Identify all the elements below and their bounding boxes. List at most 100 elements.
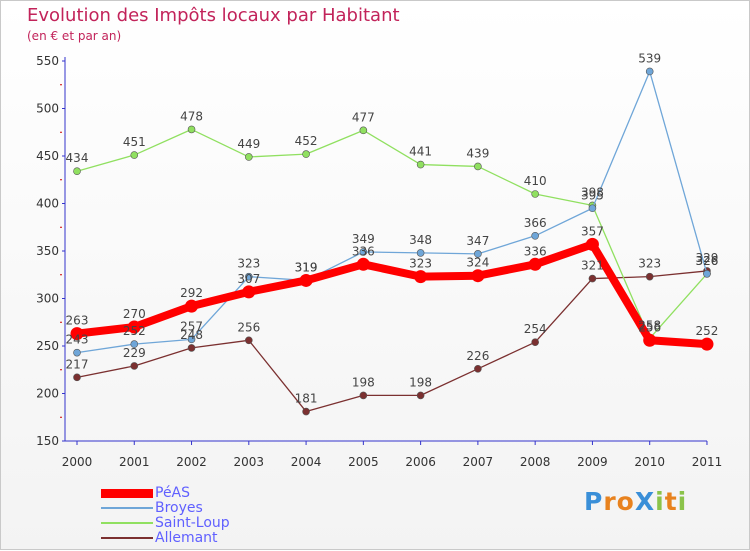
x-tick-label: 2006 xyxy=(405,455,436,469)
data-label: 319 xyxy=(295,260,318,274)
data-label: 263 xyxy=(66,314,89,328)
data-label: 181 xyxy=(295,392,318,406)
logo-letter: o xyxy=(616,487,635,516)
logo-letter: t xyxy=(664,487,678,516)
x-tick-label: 2001 xyxy=(119,455,150,469)
data-point xyxy=(245,336,253,345)
data-point xyxy=(130,340,139,348)
x-tick-label: 2009 xyxy=(577,455,608,469)
data-label: 252 xyxy=(123,324,146,338)
data-label: 252 xyxy=(696,324,719,338)
data-label: 395 xyxy=(581,188,604,202)
data-label: 198 xyxy=(352,375,375,389)
data-label: 451 xyxy=(123,135,146,149)
data-label: 357 xyxy=(581,224,604,238)
x-tick-label: 2004 xyxy=(291,455,322,469)
data-point xyxy=(356,257,370,271)
legend-label: Saint-Loup xyxy=(155,515,230,531)
data-label: 319 xyxy=(295,260,318,274)
data-point xyxy=(531,190,539,198)
data-point xyxy=(645,67,654,76)
data-point xyxy=(703,269,711,278)
logo-letter: X xyxy=(634,487,656,516)
series-line-saint-loup xyxy=(76,128,708,340)
x-tick-label: 2011 xyxy=(692,455,723,469)
data-label: 441 xyxy=(409,145,432,159)
data-point xyxy=(359,248,368,256)
data-point xyxy=(245,153,253,161)
x-tick-label: 2002 xyxy=(176,455,207,469)
data-point xyxy=(531,338,539,347)
data-point xyxy=(73,348,81,357)
data-point xyxy=(73,373,81,382)
data-point xyxy=(359,126,368,135)
data-point xyxy=(302,407,310,416)
data-point xyxy=(299,273,313,287)
legend-swatch xyxy=(101,522,153,524)
data-point xyxy=(474,250,482,258)
logo-letter: i xyxy=(655,487,665,516)
series-labels: 263 270 292 307 319 336 323 324 336 357 256 252 243 2… xyxy=(66,51,719,405)
data-point xyxy=(245,272,253,281)
data-point xyxy=(127,320,141,334)
data-label: 226 xyxy=(466,349,489,363)
legend-swatch xyxy=(101,507,153,509)
legend-swatch xyxy=(101,537,153,539)
logo-letter: r xyxy=(603,487,617,516)
chart-subtitle: (en € et par an) xyxy=(27,29,122,43)
chart-title: Evolution des Impôts locaux par Habitant xyxy=(27,5,400,26)
legend-swatch xyxy=(101,488,153,498)
data-label: 292 xyxy=(180,286,203,300)
data-point xyxy=(70,327,84,341)
data-point xyxy=(416,249,425,257)
data-label: 434 xyxy=(66,151,89,165)
data-point xyxy=(474,162,482,171)
y-tick-label: 200 xyxy=(36,387,59,401)
data-label: 257 xyxy=(180,319,203,333)
data-point xyxy=(528,257,542,271)
data-point xyxy=(359,391,368,400)
data-point xyxy=(643,333,657,347)
series-line-broyes xyxy=(76,70,708,354)
data-label: 256 xyxy=(237,320,260,334)
data-label: 326 xyxy=(696,254,719,268)
data-point xyxy=(585,237,599,251)
data-label: 243 xyxy=(66,333,89,347)
legend-label: Allemant xyxy=(155,530,218,546)
data-label: 248 xyxy=(180,328,203,342)
y-tick-label: 250 xyxy=(36,339,59,353)
data-label: 323 xyxy=(237,257,260,271)
y-tick-label: 350 xyxy=(36,244,59,258)
data-label: 348 xyxy=(409,233,432,247)
data-point xyxy=(302,150,310,158)
x-tick-label: 2003 xyxy=(234,455,265,469)
y-tick-label: 450 xyxy=(36,149,59,163)
data-label: 323 xyxy=(638,257,661,271)
y-tick-label: 150 xyxy=(36,434,59,448)
data-label: 439 xyxy=(466,146,489,160)
data-point xyxy=(588,204,597,213)
legend-label: Broyes xyxy=(155,500,203,516)
data-label: 329 xyxy=(696,251,719,265)
data-point xyxy=(700,337,714,351)
data-point xyxy=(474,364,482,373)
x-tick-label: 2005 xyxy=(348,455,379,469)
data-label: 321 xyxy=(581,259,604,273)
data-label: 270 xyxy=(123,307,146,321)
data-point xyxy=(130,151,139,159)
data-label: 258 xyxy=(638,318,661,332)
data-label: 256 xyxy=(638,320,661,334)
legend-label: PéAS xyxy=(155,485,191,501)
data-point xyxy=(130,362,139,370)
y-tick-label: 500 xyxy=(36,102,59,116)
data-label: 307 xyxy=(237,272,260,286)
data-label: 324 xyxy=(466,256,489,270)
proxiti-logo: ProXiti xyxy=(584,487,687,516)
data-point xyxy=(187,335,196,344)
logo-letter: P xyxy=(584,487,604,516)
data-label: 336 xyxy=(524,244,547,258)
data-label: 410 xyxy=(524,174,547,188)
data-label: 229 xyxy=(123,346,146,360)
y-tick-label: 400 xyxy=(36,197,59,211)
